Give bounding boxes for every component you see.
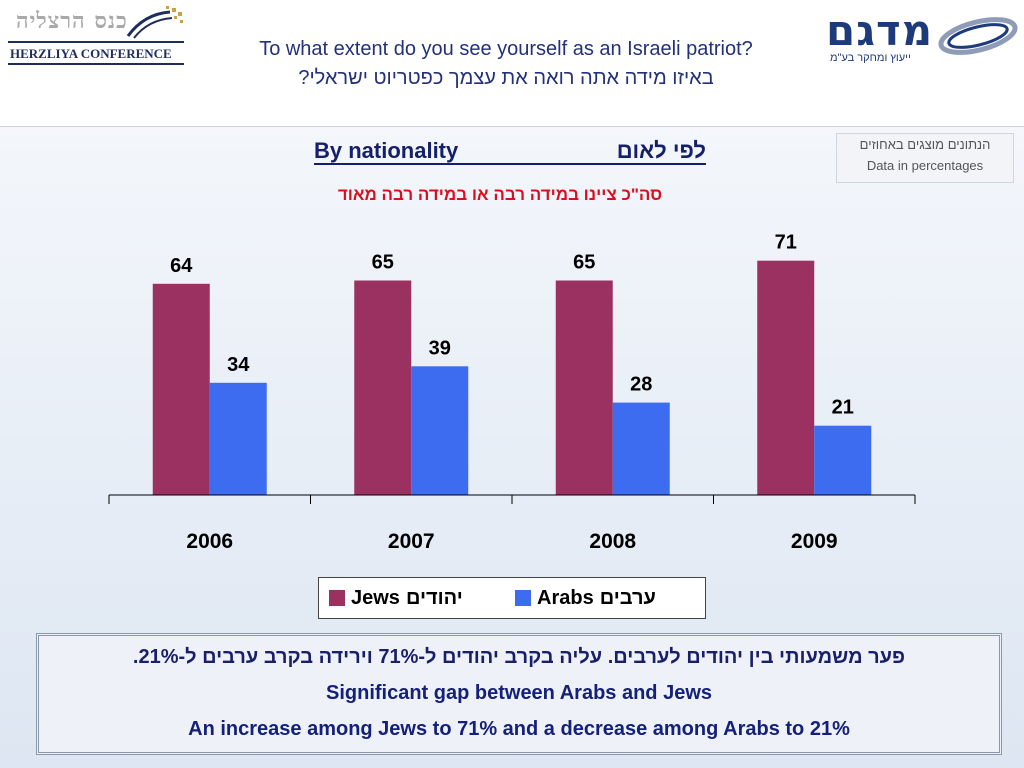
- category-label-2006: 2006: [186, 530, 233, 553]
- sparkle-icon: [126, 6, 183, 39]
- summary-hebrew: פער משמעותי בין יהודים לערבים. עליה בקרב…: [132, 646, 906, 668]
- swoosh-icon: [938, 17, 1018, 55]
- chart-caption: סה"כ ציינו במידה רבה או במידה רבה מאוד: [337, 185, 663, 204]
- logo-left-english: HERZLIYA CONFERENCE: [10, 46, 172, 61]
- bar-jews-2008: [555, 280, 613, 495]
- bar-chart: 64 34 2006 65 39 2007 65 28 2008 71 21 2009: [108, 232, 916, 553]
- category-label-2007: 2007: [388, 530, 435, 553]
- value-label-jews-2008: 65: [573, 252, 595, 274]
- legend-swatch-arabs: [515, 590, 531, 606]
- logo-rule-bottom: [8, 63, 184, 65]
- bar-arabs-2008: [612, 402, 670, 495]
- category-label-2009: 2009: [791, 530, 838, 553]
- header: כנס הרצליה HERZLIYA CONFERENCE To what e…: [0, 0, 1024, 126]
- note-english: Data in percentages: [866, 158, 984, 173]
- question-title-english: To what extent do you see yourself as an…: [259, 38, 753, 60]
- value-label-arabs-2007: 39: [429, 337, 451, 359]
- legend-label-arabs-he: ערבים: [599, 586, 656, 609]
- legend-label-jews-en: Jews: [351, 586, 400, 609]
- subtitle-hebrew: לפי לאום: [616, 138, 706, 163]
- bar-arabs-2007: [411, 366, 469, 495]
- category-label-2008: 2008: [589, 530, 636, 553]
- subtitle-english: By nationality: [314, 138, 459, 163]
- bar-jews-2006: [152, 283, 210, 495]
- value-label-arabs-2008: 28: [630, 374, 652, 396]
- value-label-jews-2009: 71: [775, 232, 797, 254]
- question-title-hebrew: באיזו מידה אתה רואה את עצמך כפטריוט ישרא…: [298, 67, 714, 89]
- legend-label-jews-he: יהודים: [405, 586, 463, 609]
- logo-rule-top: [8, 41, 184, 43]
- summary-box: פער משמעותי בין יהודים לערבים. עליה בקרב…: [36, 633, 1002, 755]
- legend-label-arabs-en: Arabs: [537, 586, 594, 609]
- logo-right-brand: מדגם: [826, 6, 934, 55]
- bar-arabs-2006: [209, 382, 267, 495]
- bar-arabs-2009: [814, 425, 872, 495]
- bar-jews-2007: [354, 280, 412, 495]
- data-unit-note: הנתונים מוצגים באחוזים Data in percentag…: [836, 133, 1014, 183]
- note-hebrew: הנתונים מוצגים באחוזים: [859, 137, 991, 152]
- summary-english-2: An increase among Jews to 71% and a decr…: [188, 718, 850, 740]
- logo-left-hebrew: כנס הרצליה: [16, 8, 128, 34]
- value-label-arabs-2006: 34: [227, 354, 250, 376]
- chart-legend: Jews יהודים Arabs ערבים: [318, 577, 706, 619]
- bar-jews-2009: [757, 260, 815, 495]
- subtitle-underline: [314, 163, 706, 165]
- legend-swatch-jews: [329, 590, 345, 606]
- logo-right-tagline: ייעוץ ומחקר בע"מ: [830, 52, 911, 64]
- herzliya-conference-logo: כנס הרצליה HERZLIYA CONFERENCE: [8, 6, 184, 66]
- summary-english-1: Significant gap between Arabs and Jews: [325, 682, 712, 704]
- header-divider: [0, 126, 1024, 127]
- subtitle: By nationality לפי לאום: [300, 138, 720, 166]
- value-label-arabs-2009: 21: [832, 397, 854, 419]
- madgam-logo: מדגם ייעוץ ומחקר בע"מ: [822, 6, 1018, 74]
- value-label-jews-2007: 65: [372, 252, 394, 274]
- legend-item-arabs: Arabs ערבים: [515, 586, 656, 610]
- legend-item-jews: Jews יהודים: [329, 586, 463, 610]
- value-label-jews-2006: 64: [170, 255, 193, 277]
